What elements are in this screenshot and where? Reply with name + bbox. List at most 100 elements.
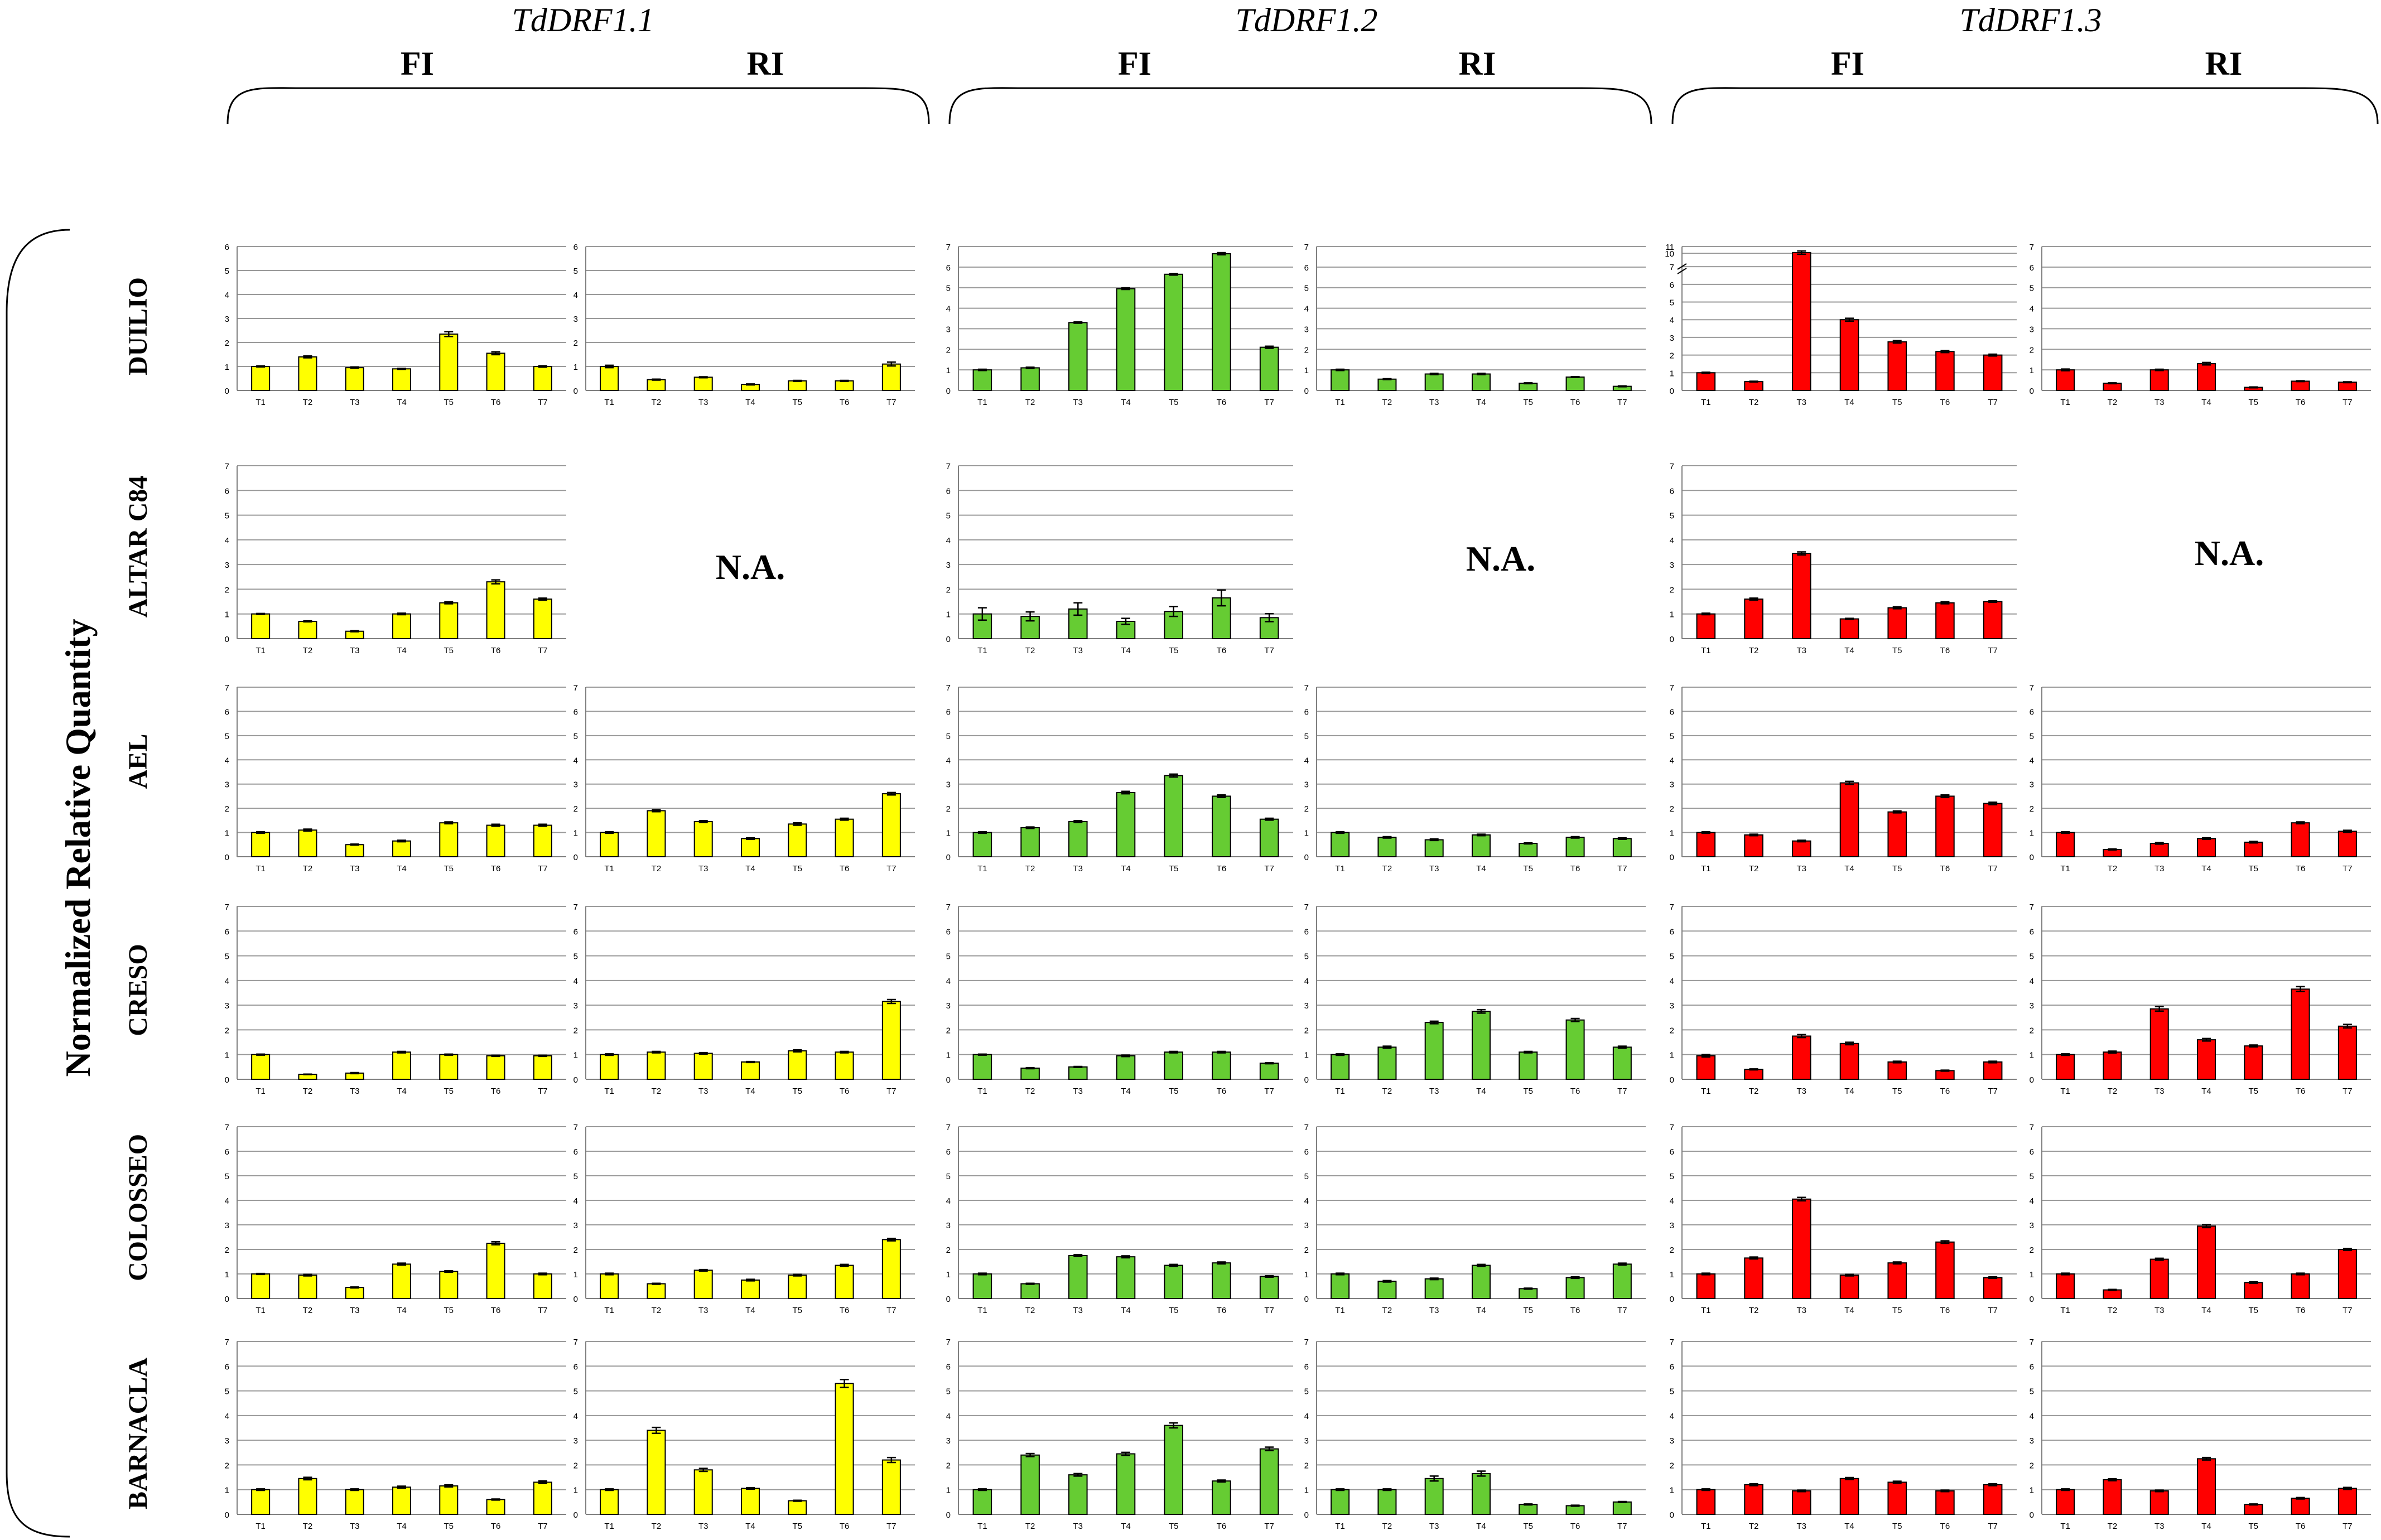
error-bar-t3 bbox=[698, 1467, 708, 1473]
error-bar-t5 bbox=[1892, 1261, 1902, 1265]
y-tick-label: 4 bbox=[225, 536, 229, 545]
bar-t4 bbox=[1116, 288, 1136, 391]
error-bar-t2 bbox=[2108, 1050, 2117, 1054]
x-tick-label: T7 bbox=[538, 398, 548, 407]
y-tick-label: 1 bbox=[946, 1270, 951, 1280]
bar-t5 bbox=[439, 602, 459, 640]
x-tick-label: T3 bbox=[350, 646, 360, 655]
y-tick-label: 7 bbox=[573, 683, 578, 693]
bar-t3 bbox=[2149, 1490, 2169, 1515]
error-bar-t3 bbox=[1797, 551, 1806, 556]
error-bar-t4 bbox=[1477, 1008, 1486, 1014]
gene-brace-3 bbox=[1671, 87, 2379, 124]
bar-t7 bbox=[533, 1481, 552, 1515]
error-bar-t1 bbox=[977, 1272, 987, 1276]
x-tick-label: T7 bbox=[538, 1087, 548, 1096]
x-tick-label: T6 bbox=[1570, 1306, 1580, 1315]
y-tick-label: 2 bbox=[2030, 1026, 2034, 1035]
x-tick-label: T6 bbox=[1217, 1306, 1227, 1315]
x-tick-label: T6 bbox=[1940, 398, 1950, 407]
y-tick-label: 7 bbox=[946, 1123, 951, 1132]
y-tick-label: 3 bbox=[573, 1436, 578, 1446]
bar-t6 bbox=[1212, 795, 1231, 858]
x-tick-label: T1 bbox=[977, 864, 987, 873]
x-tick-label: T2 bbox=[1025, 1306, 1035, 1315]
y-tick-label: 2 bbox=[573, 1026, 578, 1035]
x-tick-label: T2 bbox=[652, 1522, 662, 1531]
error-bar-t7 bbox=[1988, 1060, 1998, 1064]
y-tick-label: 1 bbox=[1670, 1270, 1674, 1280]
bar-t1 bbox=[251, 832, 271, 857]
error-bar-t4 bbox=[1845, 1476, 1854, 1480]
error-bar-t3 bbox=[698, 1268, 708, 1272]
y-tick-label: 7 bbox=[1670, 902, 1674, 912]
x-tick-label: T3 bbox=[2155, 1306, 2165, 1315]
x-tick-label: T1 bbox=[2060, 1306, 2070, 1315]
bar-t7 bbox=[881, 793, 901, 857]
y-tick-label: 1 bbox=[1304, 1270, 1309, 1280]
error-bar-t2 bbox=[1382, 1045, 1392, 1049]
chart-duilio-tddrf1-2-fi: 0 1 2 3 4 5 6 7 T1 T2 T3 T4 T5 T6 T7 bbox=[946, 243, 1293, 407]
y-tick-label: 7 bbox=[1304, 1338, 1309, 1347]
x-tick-label: T5 bbox=[1892, 1087, 1902, 1096]
bar-t4 bbox=[1471, 1264, 1491, 1300]
y-tick-label: 3 bbox=[225, 780, 229, 790]
x-tick-label: T6 bbox=[491, 398, 501, 407]
error-bar-t5 bbox=[444, 1484, 454, 1488]
x-tick-label: T7 bbox=[1617, 1087, 1627, 1096]
bar-t4 bbox=[740, 1488, 760, 1515]
x-tick-label: T3 bbox=[350, 398, 360, 407]
y-tick-label: 2 bbox=[573, 804, 578, 814]
x-tick-label: T4 bbox=[1121, 646, 1131, 655]
x-tick-label: T2 bbox=[2108, 1306, 2118, 1315]
chart-barnacla-tddrf1-2-ri: 0 1 2 3 4 5 6 7 T1 T2 T3 T4 T5 T6 T7 bbox=[1304, 1338, 1646, 1531]
y-tick-label: 7 bbox=[946, 243, 951, 252]
error-bar-t1 bbox=[977, 1053, 987, 1056]
y-tick-label: 1 bbox=[2030, 829, 2034, 838]
bar-t6 bbox=[2291, 380, 2310, 392]
chart-barnacla-tddrf1-1-ri: 0 1 2 3 4 5 6 7 T1 T2 T3 T4 T5 T6 T7 bbox=[573, 1338, 915, 1531]
error-bar-t7 bbox=[1265, 345, 1274, 349]
error-bar-t5 bbox=[793, 1499, 802, 1502]
error-bar-t6 bbox=[2296, 380, 2305, 383]
error-bar-t4 bbox=[397, 368, 406, 370]
x-tick-label: T3 bbox=[1073, 646, 1083, 655]
chart-colosseo-tddrf1-3-fi: 0 1 2 3 4 5 6 7 T1 T2 T3 T4 T5 T6 T7 bbox=[1670, 1123, 2017, 1315]
y-tick-label: 6 bbox=[1670, 486, 1674, 496]
y-tick-label: 0 bbox=[1304, 387, 1309, 396]
x-tick-label: T7 bbox=[1988, 1306, 1998, 1315]
x-tick-label: T2 bbox=[1382, 864, 1392, 873]
error-bar-t2 bbox=[2108, 1288, 2117, 1291]
y-tick-label: 7 bbox=[225, 1123, 229, 1132]
error-bar-t4 bbox=[1121, 1255, 1130, 1259]
bar-t1 bbox=[1696, 832, 1716, 857]
error-bar-t1 bbox=[1701, 612, 1710, 616]
x-tick-label: T4 bbox=[397, 1306, 407, 1315]
error-bar-t2 bbox=[2108, 848, 2117, 851]
y-tick-label: 5 bbox=[573, 732, 578, 741]
error-bar-t2 bbox=[1749, 1483, 1758, 1486]
error-bar-t3 bbox=[1797, 250, 1806, 255]
x-tick-label: T3 bbox=[1797, 1087, 1807, 1096]
y-tick-label: 0 bbox=[1670, 635, 1674, 644]
bar-t4 bbox=[1471, 1011, 1491, 1080]
x-tick-label: T4 bbox=[1121, 1087, 1131, 1096]
x-tick-label: T6 bbox=[840, 398, 850, 407]
y-tick-label: 0 bbox=[225, 1075, 229, 1085]
y-tick-label: 2 bbox=[1304, 1026, 1309, 1035]
error-bar-t3 bbox=[1073, 602, 1083, 616]
x-tick-label: T2 bbox=[1749, 1522, 1759, 1531]
bar-t2 bbox=[1744, 1257, 1763, 1299]
error-bar-t2 bbox=[1025, 1452, 1035, 1457]
y-tick-label: 5 bbox=[573, 267, 578, 276]
condition-title-ri-3: RI bbox=[2205, 45, 2243, 82]
bar-t1 bbox=[972, 1054, 992, 1080]
y-tick-label: 5 bbox=[1304, 284, 1309, 293]
y-tick-label: 5 bbox=[225, 1387, 229, 1397]
x-tick-label: T6 bbox=[1940, 646, 1950, 655]
y-tick-label: 1 bbox=[573, 1486, 578, 1495]
y-tick-label: 7 bbox=[573, 1123, 578, 1132]
y-tick-label: 5 bbox=[1304, 952, 1309, 962]
error-bar-t1 bbox=[977, 607, 987, 621]
y-tick-label: 4 bbox=[1670, 1412, 1674, 1421]
